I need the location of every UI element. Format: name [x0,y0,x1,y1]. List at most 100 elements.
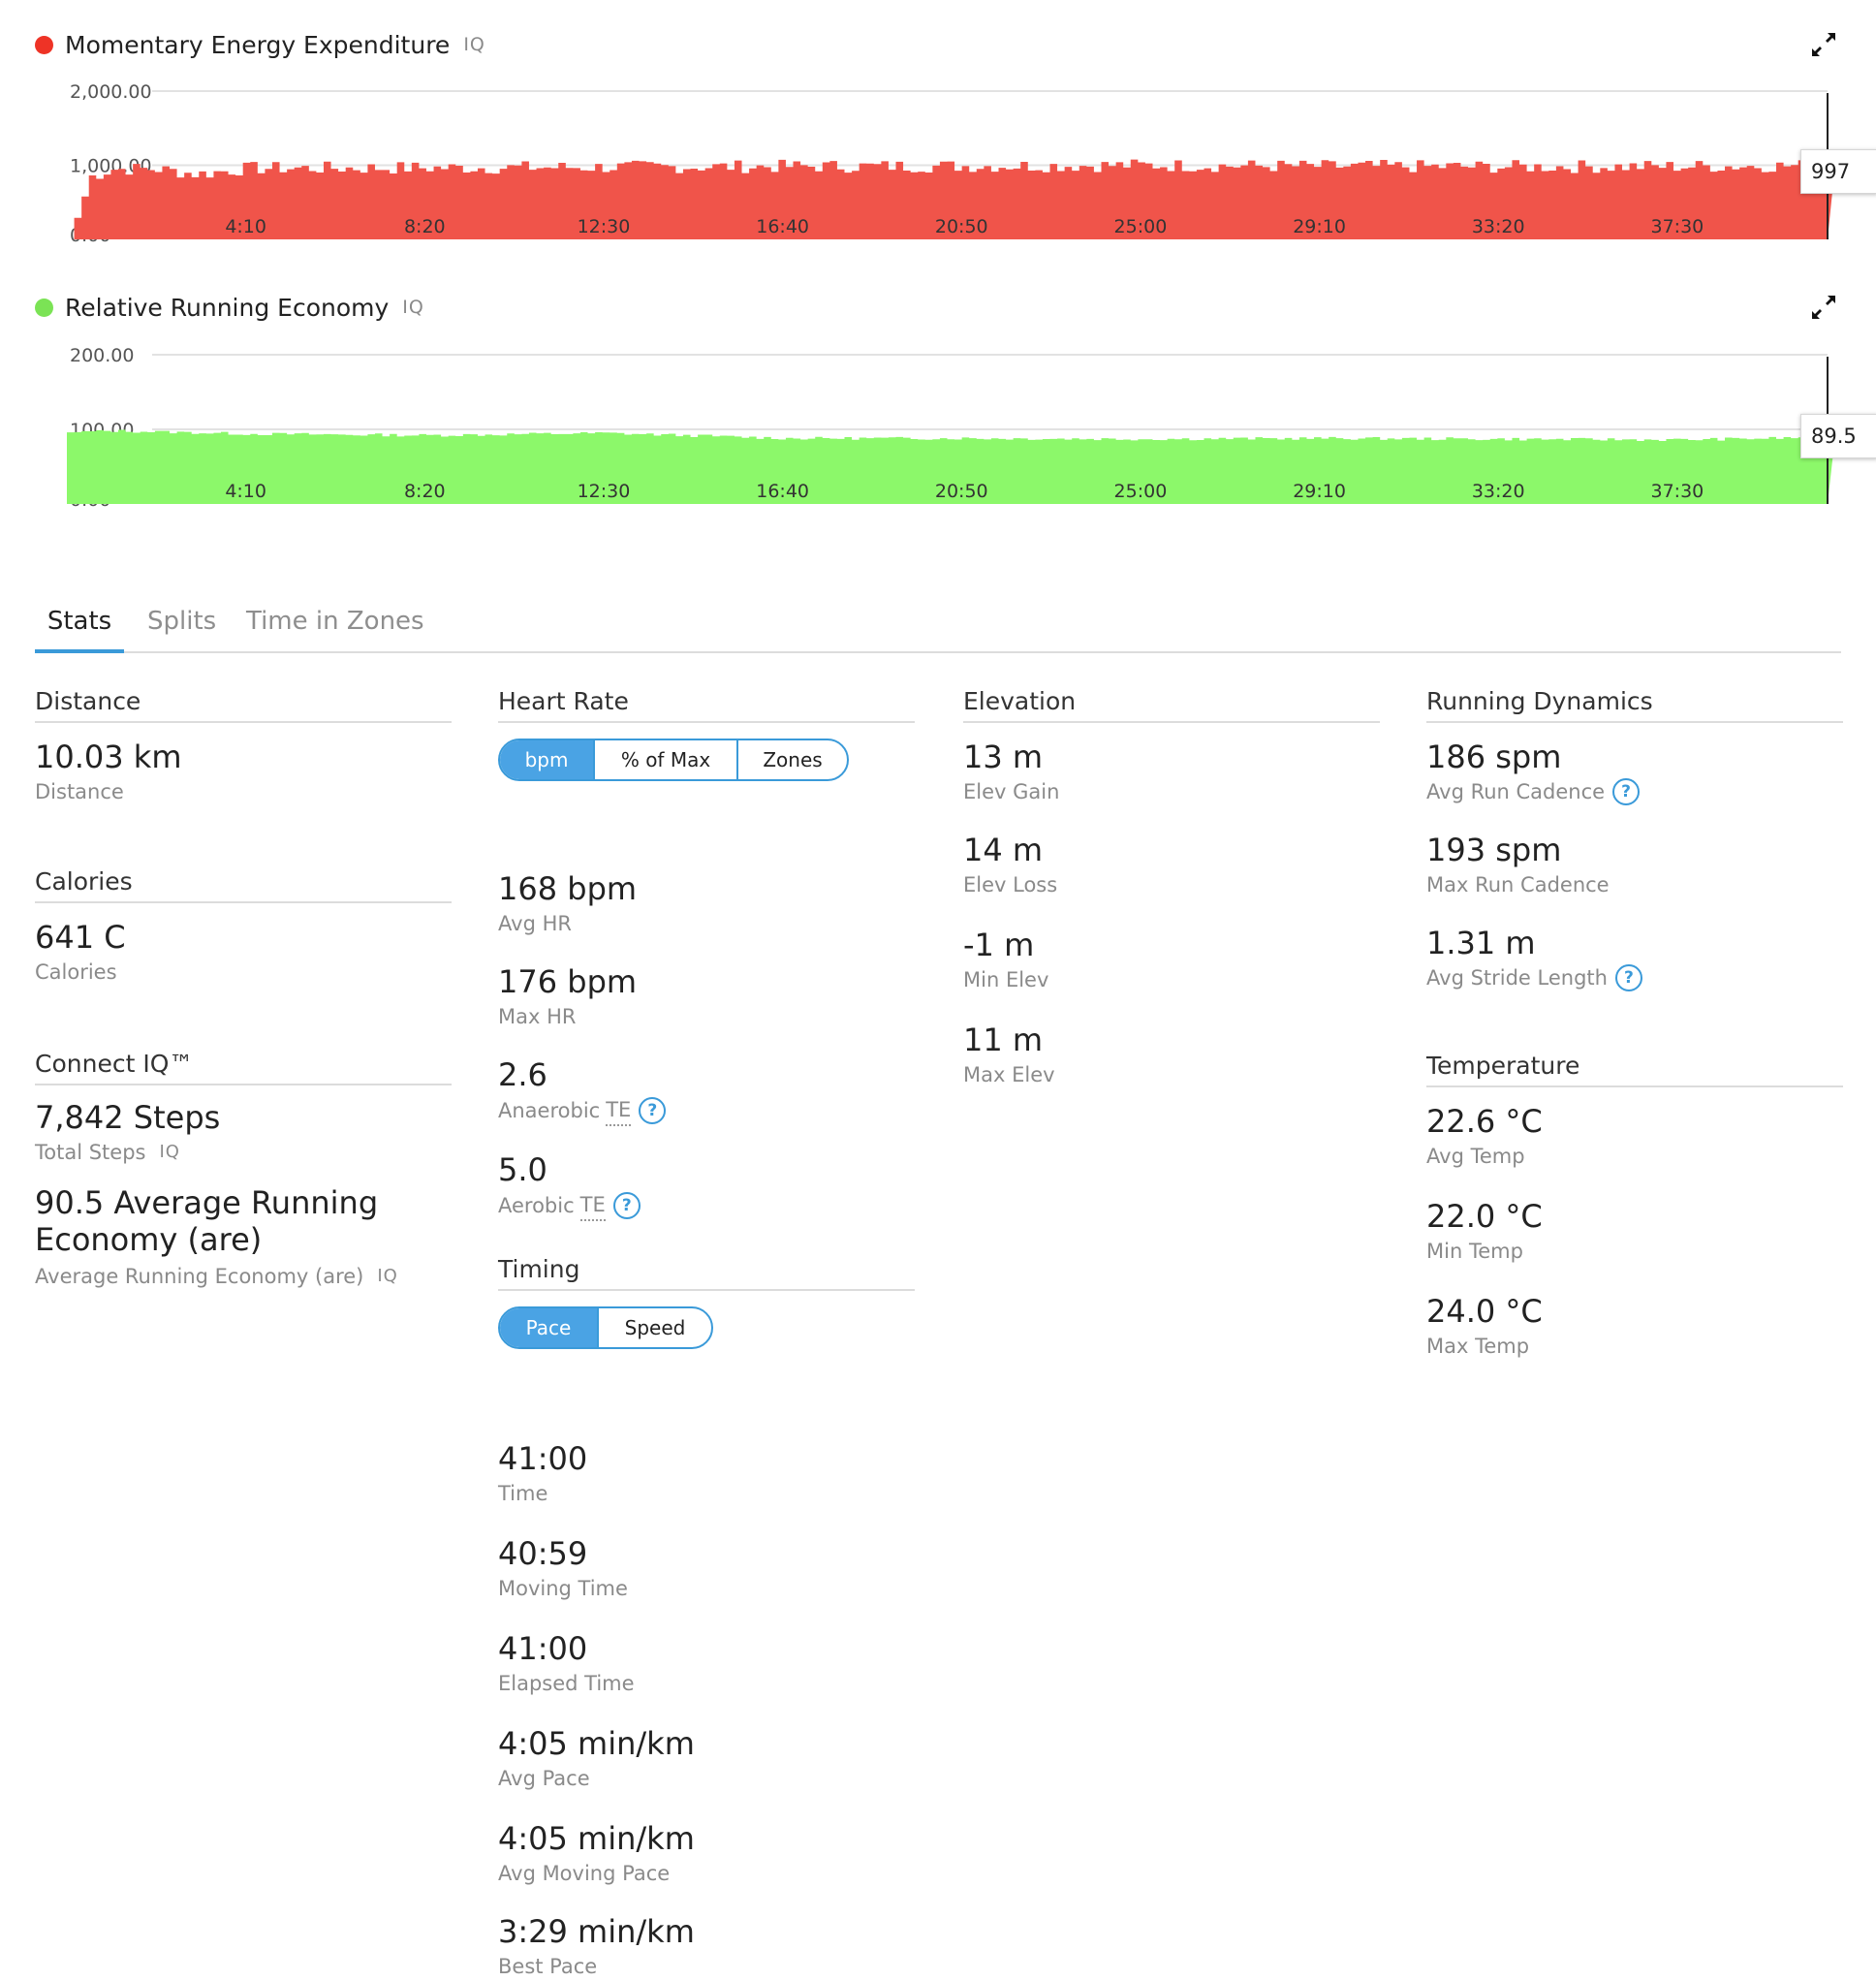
aerobic-te-label-text: Aerobic [498,1194,575,1217]
te-abbreviation[interactable]: TE [606,1095,632,1126]
economy-chart-title: Relative Running Economy IQ [35,288,424,327]
total-steps-label-text: Total Steps [35,1141,146,1164]
toggle-percent-of-max[interactable]: % of Max [593,740,736,779]
te-abbreviation[interactable]: TE [579,1190,606,1221]
avg-stride-length-label-text: Avg Stride Length [1426,966,1608,990]
avg-run-cadence-label-text: Avg Run Cadence [1426,780,1606,803]
running-dynamics-section-title: Running Dynamics [1426,682,1843,723]
avg-run-cadence-label: Avg Run Cadence ? [1426,777,1843,806]
column-distance-calories-iq: Distance 10.03 km Distance Calories 641 … [35,682,452,1291]
elev-loss-label: Elev Loss [963,873,1058,896]
x-tick-label: 29:10 [1293,216,1346,237]
elev-gain-label: Elev Gain [963,780,1060,803]
moving-time-value: 40:59 [498,1535,588,1572]
x-tick-label: 25:00 [1114,481,1168,502]
x-tick-label: 20:50 [935,481,988,502]
iq-icon: IQ [463,34,485,55]
temperature-section-title: Temperature [1426,1047,1843,1087]
avg-running-economy-value: 90.5 Average Running Economy (are) [35,1184,379,1258]
avg-moving-pace-value: 4:05 min/km [498,1820,695,1857]
elapsed-time-label: Elapsed Time [498,1672,635,1695]
avg-temp-value: 22.6 °C [1426,1103,1543,1140]
min-elev-value: -1 m [963,927,1035,963]
distance-label: Distance [35,780,124,803]
energy-chart-title: Momentary Energy Expenditure IQ [35,25,485,64]
max-elev-label: Max Elev [963,1063,1055,1086]
avg-stride-length-value: 1.31 m [1426,925,1536,961]
avg-hr-value: 168 bpm [498,870,638,907]
x-tick-label: 20:50 [935,216,988,237]
anaerobic-te-label: Anaerobic TE ? [498,1095,915,1126]
help-icon[interactable]: ? [1612,778,1641,805]
x-tick-label: 16:40 [756,216,809,237]
heart-rate-unit-toggle: bpm % of Max Zones [498,739,849,781]
avg-pace-value: 4:05 min/km [498,1725,695,1762]
calories-section-title: Calories [35,863,452,903]
moving-time-label: Moving Time [498,1577,628,1600]
distance-value: 10.03 km [35,739,182,775]
x-tick-label: 8:20 [404,216,446,237]
column-heart-rate-timing: Heart Rate bpm % of Max Zones 168 bpm Av… [498,682,915,1221]
avg-running-economy-label-text: Average Running Economy (are) [35,1265,364,1288]
toggle-zones[interactable]: Zones [736,740,847,779]
distance-section-title: Distance [35,682,452,723]
toggle-pace[interactable]: Pace [500,1308,597,1347]
help-icon[interactable]: ? [1614,964,1642,991]
tab-stats[interactable]: Stats [35,593,124,653]
heart-rate-section-title: Heart Rate [498,682,915,723]
avg-running-economy-label: Average Running Economy (are) IQ [35,1262,452,1291]
min-elev-label: Min Elev [963,968,1049,991]
x-tick-label: 12:30 [578,216,631,237]
y-tick-label: 200.00 [70,345,134,366]
economy-chart[interactable]: 200.00100.000.004:108:2012:3016:4020:502… [0,0,1876,543]
best-pace-label: Best Pace [498,1955,598,1978]
energy-chart-title-text: Momentary Energy Expenditure [65,30,451,59]
elev-loss-value: 14 m [963,832,1044,868]
aerobic-te-label: Aerobic TE ? [498,1190,915,1221]
timing-section: Timing Pace Speed 41:00 Time 40:59 Movin… [498,1250,915,1981]
best-pace-value: 3:29 min/km [498,1913,695,1950]
avg-stride-length-label: Avg Stride Length ? [1426,963,1843,992]
x-tick-label: 12:30 [578,481,631,502]
data-area [67,159,1835,239]
x-tick-label: 29:10 [1293,481,1346,502]
max-run-cadence-value: 193 spm [1426,832,1562,868]
y-tick-label: 2,000.00 [70,81,152,103]
x-tick-label: 4:10 [225,481,266,502]
energy-chart[interactable]: 2,000.001,000.000.004:108:2012:3016:4020… [0,0,1876,252]
expand-icon[interactable] [1806,290,1841,325]
iq-icon: IQ [402,297,424,318]
data-area [67,429,1835,504]
timing-unit-toggle: Pace Speed [498,1306,713,1349]
expand-icon[interactable] [1806,27,1841,62]
toggle-bpm[interactable]: bpm [500,740,593,779]
total-steps-label: Total Steps IQ [35,1138,452,1167]
elev-gain-value: 13 m [963,739,1044,775]
time-label: Time [498,1482,548,1505]
max-hr-value: 176 bpm [498,963,638,1000]
y-tick-label: 1,000.00 [70,156,152,177]
energy-legend-dot [35,35,53,54]
x-tick-label: 4:10 [225,216,266,237]
stats-tabs: Stats Splits Time in Zones [35,593,1841,653]
x-tick-label: 37:30 [1651,481,1704,502]
toggle-speed[interactable]: Speed [597,1308,711,1347]
tab-splits[interactable]: Splits [147,607,217,636]
energy-cursor-value: 997 [1800,149,1876,194]
avg-temp-label: Avg Temp [1426,1145,1525,1168]
elevation-section-title: Elevation [963,682,1380,723]
avg-pace-label: Avg Pace [498,1767,590,1790]
connect-iq-section-title: Connect IQ™ [35,1045,452,1085]
x-tick-label: 16:40 [756,481,809,502]
elapsed-time-value: 41:00 [498,1630,588,1667]
tab-time-in-zones[interactable]: Time in Zones [246,607,424,636]
column-elevation: Elevation 13 m Elev Gain 14 m Elev Loss … [963,682,1380,1089]
time-value: 41:00 [498,1440,588,1477]
x-tick-label: 25:00 [1114,216,1168,237]
avg-run-cadence-value: 186 spm [1426,739,1562,775]
economy-cursor-value: 89.5 [1800,414,1876,458]
help-icon[interactable]: ? [639,1097,667,1124]
help-icon[interactable]: ? [612,1192,641,1219]
anaerobic-te-value: 2.6 [498,1056,547,1093]
max-run-cadence-label: Max Run Cadence [1426,873,1610,896]
